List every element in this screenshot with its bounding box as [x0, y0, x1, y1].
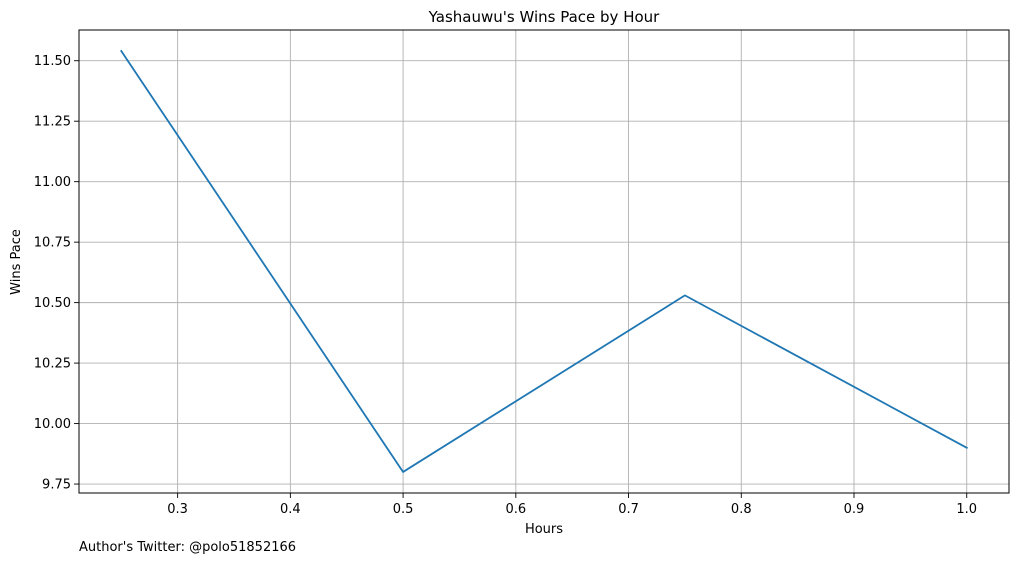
- x-tick-label: 0.6: [505, 502, 526, 517]
- y-tick-label: 11.25: [34, 115, 71, 130]
- x-tick-label: 0.9: [844, 502, 865, 517]
- series-layer: [120, 49, 968, 473]
- y-axis-label: Wins Pace: [9, 229, 24, 295]
- x-tick-label: 0.5: [393, 502, 414, 517]
- author-footnote: Author's Twitter: @polo51852166: [79, 540, 296, 555]
- x-tick-label: 0.3: [167, 502, 188, 517]
- series-line: [120, 49, 968, 473]
- y-tick-label: 10.75: [34, 236, 71, 251]
- y-tick-label: 10.50: [34, 296, 71, 311]
- y-tick-label: 9.75: [42, 478, 71, 493]
- x-tick-label: 1.0: [956, 502, 977, 517]
- y-tick-label: 11.50: [34, 54, 71, 69]
- y-tick-label: 10.25: [34, 357, 71, 372]
- x-tick-label: 0.7: [618, 502, 639, 517]
- x-tick-label: 0.4: [280, 502, 301, 517]
- y-tick-label: 10.00: [34, 417, 71, 432]
- x-axis-label: Hours: [525, 522, 563, 537]
- chart-title: Yashauwu's Wins Pace by Hour: [428, 8, 660, 26]
- x-tick-label: 0.8: [731, 502, 752, 517]
- axis-ticks: 0.3 0.4 0.5 0.6 0.7 0.8 0.9 1.0 9.75 10.00 10.25 10…: [34, 54, 977, 517]
- y-tick-label: 11.00: [34, 175, 71, 190]
- plot-frame: [78, 29, 1010, 494]
- grid: [79, 30, 1009, 493]
